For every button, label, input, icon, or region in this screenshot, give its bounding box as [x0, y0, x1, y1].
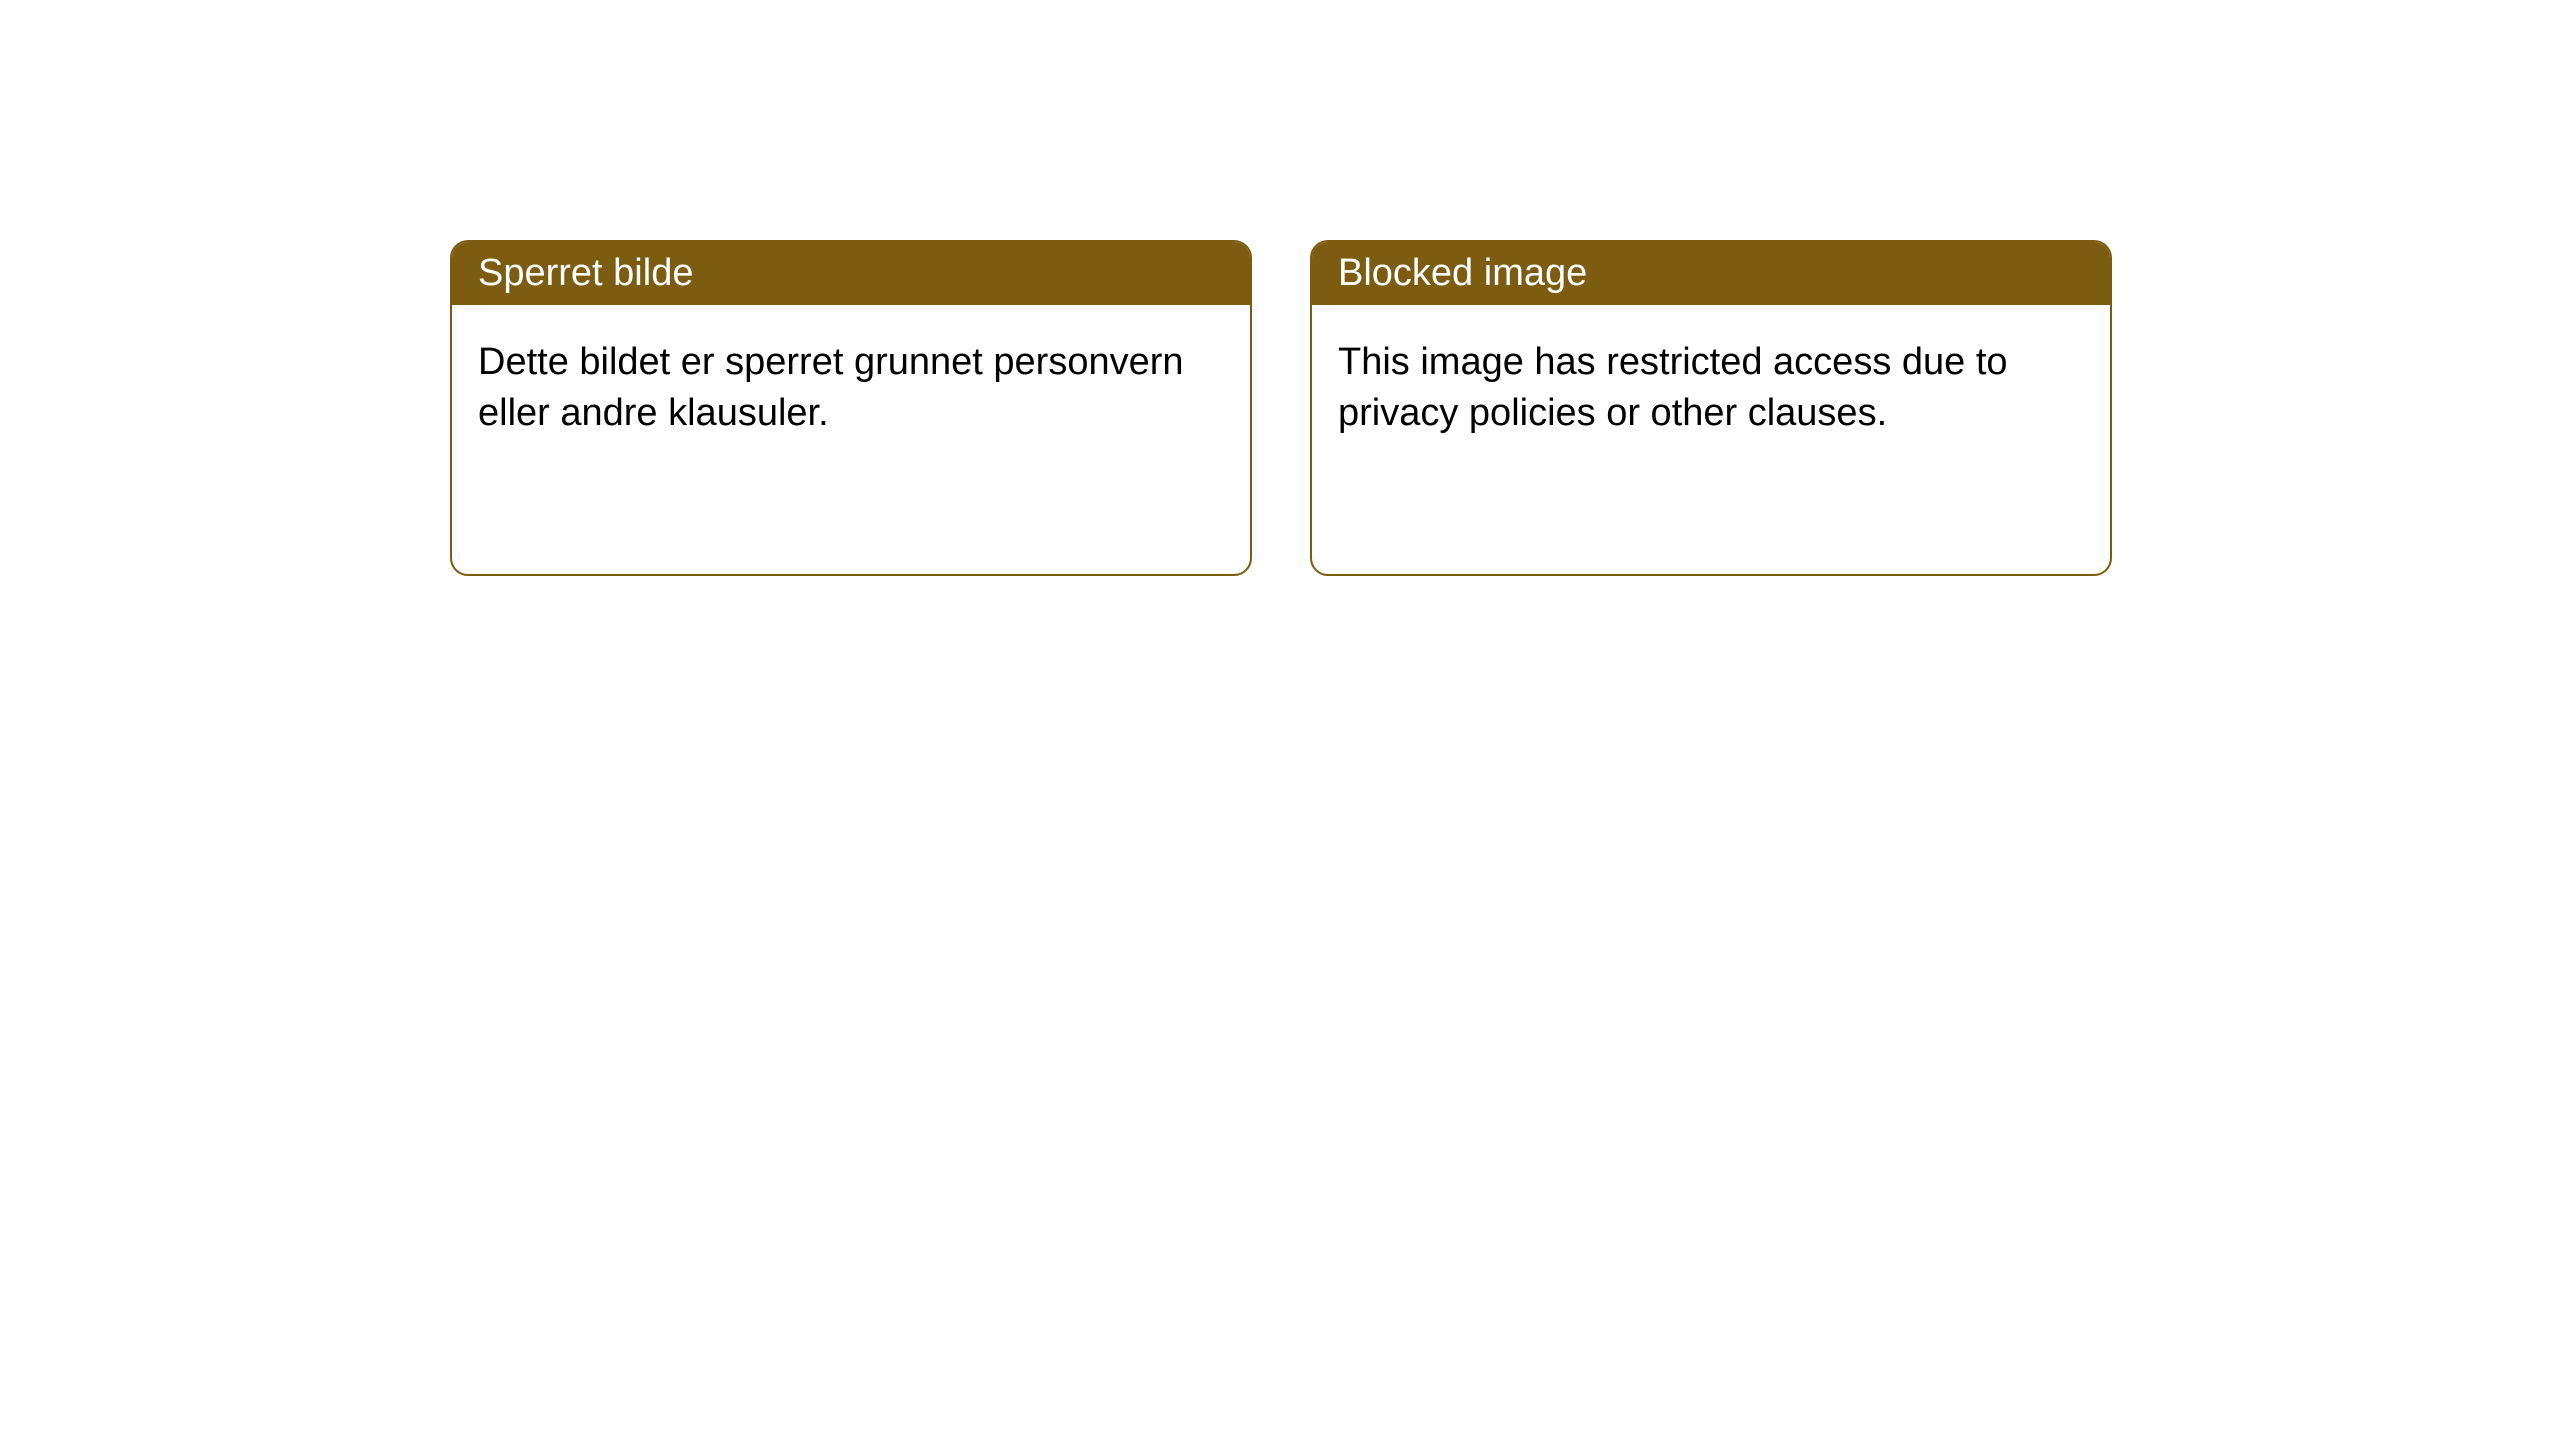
- notice-card-english: Blocked image This image has restricted …: [1310, 240, 2112, 576]
- card-body: Dette bildet er sperret grunnet personve…: [452, 305, 1250, 472]
- notice-cards-container: Sperret bilde Dette bildet er sperret gr…: [450, 240, 2112, 576]
- notice-card-norwegian: Sperret bilde Dette bildet er sperret gr…: [450, 240, 1252, 576]
- card-header: Blocked image: [1312, 242, 2110, 305]
- card-body: This image has restricted access due to …: [1312, 305, 2110, 472]
- card-header: Sperret bilde: [452, 242, 1250, 305]
